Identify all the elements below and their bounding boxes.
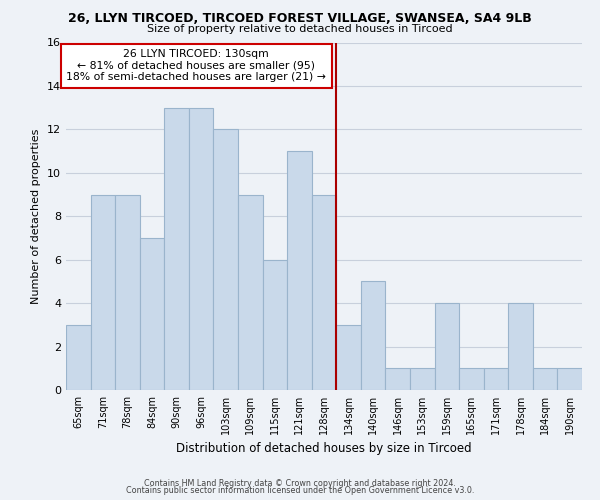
Bar [66, 325, 91, 390]
Bar [214, 130, 238, 390]
Bar [91, 194, 115, 390]
Bar [164, 108, 189, 390]
Text: Contains public sector information licensed under the Open Government Licence v3: Contains public sector information licen… [126, 486, 474, 495]
Bar [287, 151, 312, 390]
X-axis label: Distribution of detached houses by size in Tircoed: Distribution of detached houses by size … [176, 442, 472, 456]
Bar [508, 303, 533, 390]
Bar [533, 368, 557, 390]
Bar [434, 303, 459, 390]
Bar [238, 194, 263, 390]
Bar [459, 368, 484, 390]
Y-axis label: Number of detached properties: Number of detached properties [31, 128, 41, 304]
Text: Contains HM Land Registry data © Crown copyright and database right 2024.: Contains HM Land Registry data © Crown c… [144, 478, 456, 488]
Text: Size of property relative to detached houses in Tircoed: Size of property relative to detached ho… [147, 24, 453, 34]
Bar [312, 194, 336, 390]
Bar [263, 260, 287, 390]
Bar [361, 282, 385, 390]
Bar [115, 194, 140, 390]
Bar [385, 368, 410, 390]
Bar [557, 368, 582, 390]
Text: 26 LLYN TIRCOED: 130sqm
← 81% of detached houses are smaller (95)
18% of semi-de: 26 LLYN TIRCOED: 130sqm ← 81% of detache… [66, 49, 326, 82]
Bar [140, 238, 164, 390]
Bar [484, 368, 508, 390]
Bar [410, 368, 434, 390]
Text: 26, LLYN TIRCOED, TIRCOED FOREST VILLAGE, SWANSEA, SA4 9LB: 26, LLYN TIRCOED, TIRCOED FOREST VILLAGE… [68, 12, 532, 24]
Bar [189, 108, 214, 390]
Bar [336, 325, 361, 390]
